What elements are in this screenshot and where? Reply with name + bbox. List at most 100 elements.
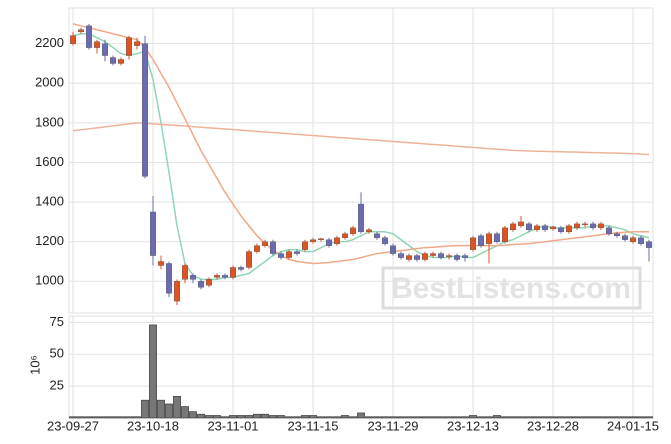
candle-body xyxy=(622,235,629,240)
candle-body xyxy=(117,59,124,64)
y-tick-label: 1000 xyxy=(35,273,64,288)
volume-bar xyxy=(85,416,93,419)
volume-bar xyxy=(141,399,149,419)
volume-bar xyxy=(197,413,205,419)
volume-bar xyxy=(181,406,189,419)
candle-body xyxy=(590,223,597,229)
y-tick-label: 25 xyxy=(50,378,64,393)
candle-body xyxy=(422,253,429,260)
candle-body xyxy=(77,29,84,32)
candle-body xyxy=(630,237,637,242)
candle-body xyxy=(374,233,381,238)
volume-bar xyxy=(549,416,557,419)
candle-body xyxy=(342,233,349,238)
candle-body xyxy=(262,241,269,246)
volume-bar xyxy=(101,416,109,419)
candle-body xyxy=(502,227,509,242)
volume-bar xyxy=(501,416,509,419)
volume-bar xyxy=(157,399,165,419)
candle-body xyxy=(470,237,477,250)
candle-body xyxy=(85,25,92,48)
candle-body xyxy=(93,41,100,48)
volume-bar xyxy=(325,416,333,419)
candle-body xyxy=(598,223,605,229)
y-tick-label: 1600 xyxy=(35,154,64,169)
volume-bar xyxy=(557,416,565,419)
candle-body xyxy=(310,239,317,242)
candle-body xyxy=(302,241,309,250)
volume-bar xyxy=(581,416,589,419)
candle-body xyxy=(646,241,653,248)
candle-body xyxy=(286,251,293,258)
volume-bar xyxy=(333,416,341,419)
volume-bar xyxy=(509,416,517,419)
x-tick-label: 23-12-13 xyxy=(447,418,499,433)
volume-bar xyxy=(405,416,413,419)
x-tick-label: 23-11-15 xyxy=(287,418,338,433)
candle-body xyxy=(181,265,188,280)
volume-bar xyxy=(589,416,597,419)
candle-body xyxy=(221,275,228,278)
candle-body xyxy=(582,223,589,226)
candle-body xyxy=(213,275,220,278)
x-tick-label: 24-01-15 xyxy=(607,418,659,433)
volume-bar xyxy=(77,416,85,419)
volume-bar xyxy=(565,416,573,419)
volume-bar xyxy=(437,416,445,419)
x-tick-label: 23-11-29 xyxy=(367,418,418,433)
watermark-box xyxy=(381,266,642,310)
candle-body xyxy=(326,239,333,246)
y-tick-label: 2200 xyxy=(35,35,64,50)
candle-body xyxy=(558,227,565,232)
candle-body xyxy=(478,235,485,246)
candle-body xyxy=(414,255,421,260)
x-tick-label: 23-12-28 xyxy=(527,418,579,433)
candle-body xyxy=(294,251,301,254)
candle-body xyxy=(197,281,204,288)
volume-bar xyxy=(269,415,277,419)
candle-body xyxy=(334,237,341,244)
x-tick-label: 23-10-18 xyxy=(127,418,179,433)
x-tick-label: 23-09-27 xyxy=(47,418,99,433)
volume-bar xyxy=(261,413,269,419)
volume-bar xyxy=(117,416,125,419)
volume-bar xyxy=(413,416,421,419)
volume-bar xyxy=(93,416,101,419)
volume-bar xyxy=(525,416,533,419)
candle-body xyxy=(133,41,140,46)
volume-bar xyxy=(389,416,397,419)
candle-body xyxy=(614,233,621,236)
volume-bar xyxy=(573,416,581,419)
volume-bar xyxy=(517,416,525,419)
volume-bar xyxy=(221,416,229,419)
volume-bar xyxy=(357,412,365,419)
candle-body xyxy=(149,211,156,256)
y-tick-label: 75 xyxy=(50,314,64,329)
y-tick-label: 1400 xyxy=(35,194,64,209)
volume-bar xyxy=(237,415,245,419)
moving-average-line xyxy=(72,23,649,265)
volume-axis-label: 10⁶ xyxy=(27,355,42,375)
candle-body xyxy=(542,225,549,231)
volume-bar xyxy=(541,416,549,419)
volume-bar xyxy=(477,416,485,419)
candle-body xyxy=(253,245,260,252)
volume-bar xyxy=(293,416,301,419)
candle-body xyxy=(173,281,180,302)
volume-bar xyxy=(173,396,181,419)
candle-body xyxy=(318,238,325,240)
volume-bar xyxy=(277,415,285,419)
volume-bar xyxy=(317,416,325,419)
candle-body xyxy=(398,253,405,258)
volume-bar xyxy=(613,416,621,419)
candle-body xyxy=(606,227,613,234)
volume-bar xyxy=(629,416,637,419)
y-tick-label: 1800 xyxy=(35,114,64,129)
candle-body xyxy=(366,229,373,232)
volume-bar xyxy=(445,416,453,419)
candle-body xyxy=(358,203,365,232)
candle-body xyxy=(157,261,164,266)
volume-bar xyxy=(461,416,469,419)
volume-bar xyxy=(133,416,141,419)
moving-average-line xyxy=(72,122,650,156)
